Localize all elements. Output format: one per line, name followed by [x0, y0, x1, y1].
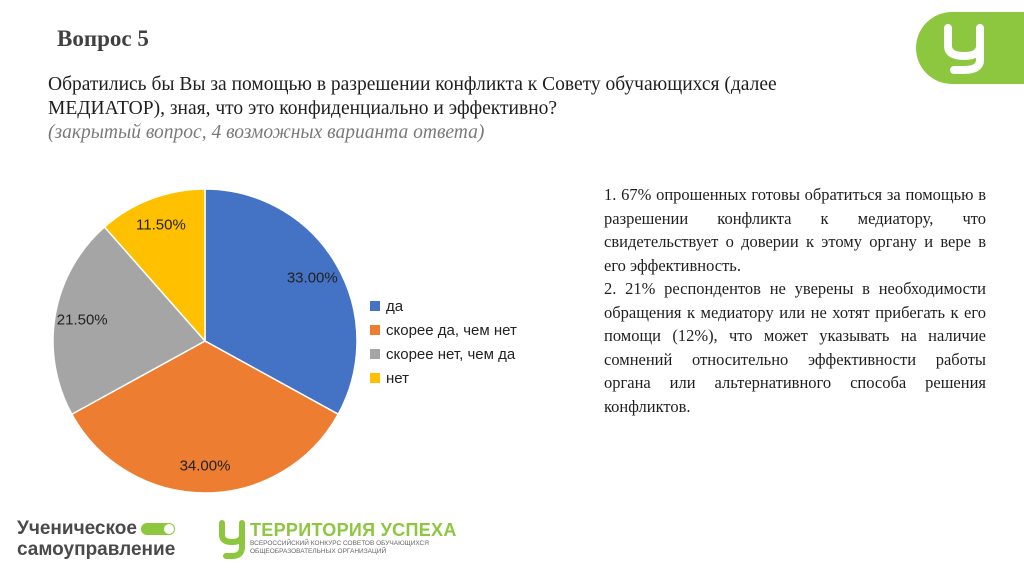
- legend-item-2: скорее да, чем нет: [370, 318, 517, 342]
- footer-left-line2: самоуправление: [17, 539, 176, 560]
- pie-data-label-1: 33.00%: [287, 270, 338, 287]
- question-note: (закрытый вопрос, 4 возможных варианта о…: [48, 122, 485, 143]
- chart-legend: да скорее да, чем нет скорее нет, чем да не…: [370, 294, 517, 390]
- footer-right-sub2: общеобразовательных организаций: [250, 548, 387, 555]
- brand-u-icon: [944, 24, 984, 74]
- legend-label-2: скорее да, чем нет: [386, 321, 517, 339]
- legend-item-3: скорее нет, чем да: [370, 342, 517, 366]
- footer-right-sub1: Всероссийский конкурс советов обучающихс…: [250, 540, 429, 547]
- toggle-pill-icon: [140, 522, 175, 535]
- pie-slice-3: [52, 225, 207, 416]
- legend-swatch-3: [370, 349, 380, 359]
- pie-data-label-3: 21.50%: [57, 312, 108, 329]
- comment-point-1: 1. 67% опрошенных готовы обратиться за п…: [604, 185, 986, 275]
- footer-left-line1: Ученическое: [17, 518, 137, 539]
- brand-logo-badge: [916, 12, 1024, 84]
- legend-label-3: скорее нет, чем да: [386, 345, 516, 363]
- footer-right-brand: ТЕРРИТОРИЯ УСПЕХА: [250, 520, 457, 540]
- territory-u-icon: [219, 520, 245, 559]
- footer-logo-student-government: Ученическое самоуправление: [17, 518, 175, 560]
- analysis-comment: 1. 67% опрошенных готовы обратиться за п…: [604, 183, 986, 418]
- pie-slice-4: [103, 188, 206, 343]
- pie-slice-1: [204, 188, 358, 416]
- footer-logo-territory: ТЕРРИТОРИЯ УСПЕХА Всероссийский конкурс …: [218, 520, 457, 560]
- legend-label-4: нет: [386, 369, 409, 387]
- legend-item-1: да: [370, 294, 517, 318]
- question-text: Обратились бы Вы за помощью в разрешении…: [48, 74, 777, 119]
- legend-label-1: да: [386, 297, 404, 315]
- legend-swatch-1: [370, 301, 380, 311]
- legend-swatch-2: [370, 325, 380, 335]
- pie-data-label-4: 11.50%: [136, 216, 186, 233]
- legend-item-4: нет: [370, 366, 517, 390]
- pie-data-label-2: 34.00%: [180, 458, 231, 475]
- slide-title: Вопрос 5: [57, 26, 149, 51]
- pie-slice-2: [70, 340, 340, 494]
- question-block: Обратились бы Вы за помощью в разрешении…: [48, 73, 828, 145]
- comment-point-2: 2. 21% респондентов не уверены в необход…: [604, 279, 986, 416]
- legend-swatch-4: [370, 373, 380, 383]
